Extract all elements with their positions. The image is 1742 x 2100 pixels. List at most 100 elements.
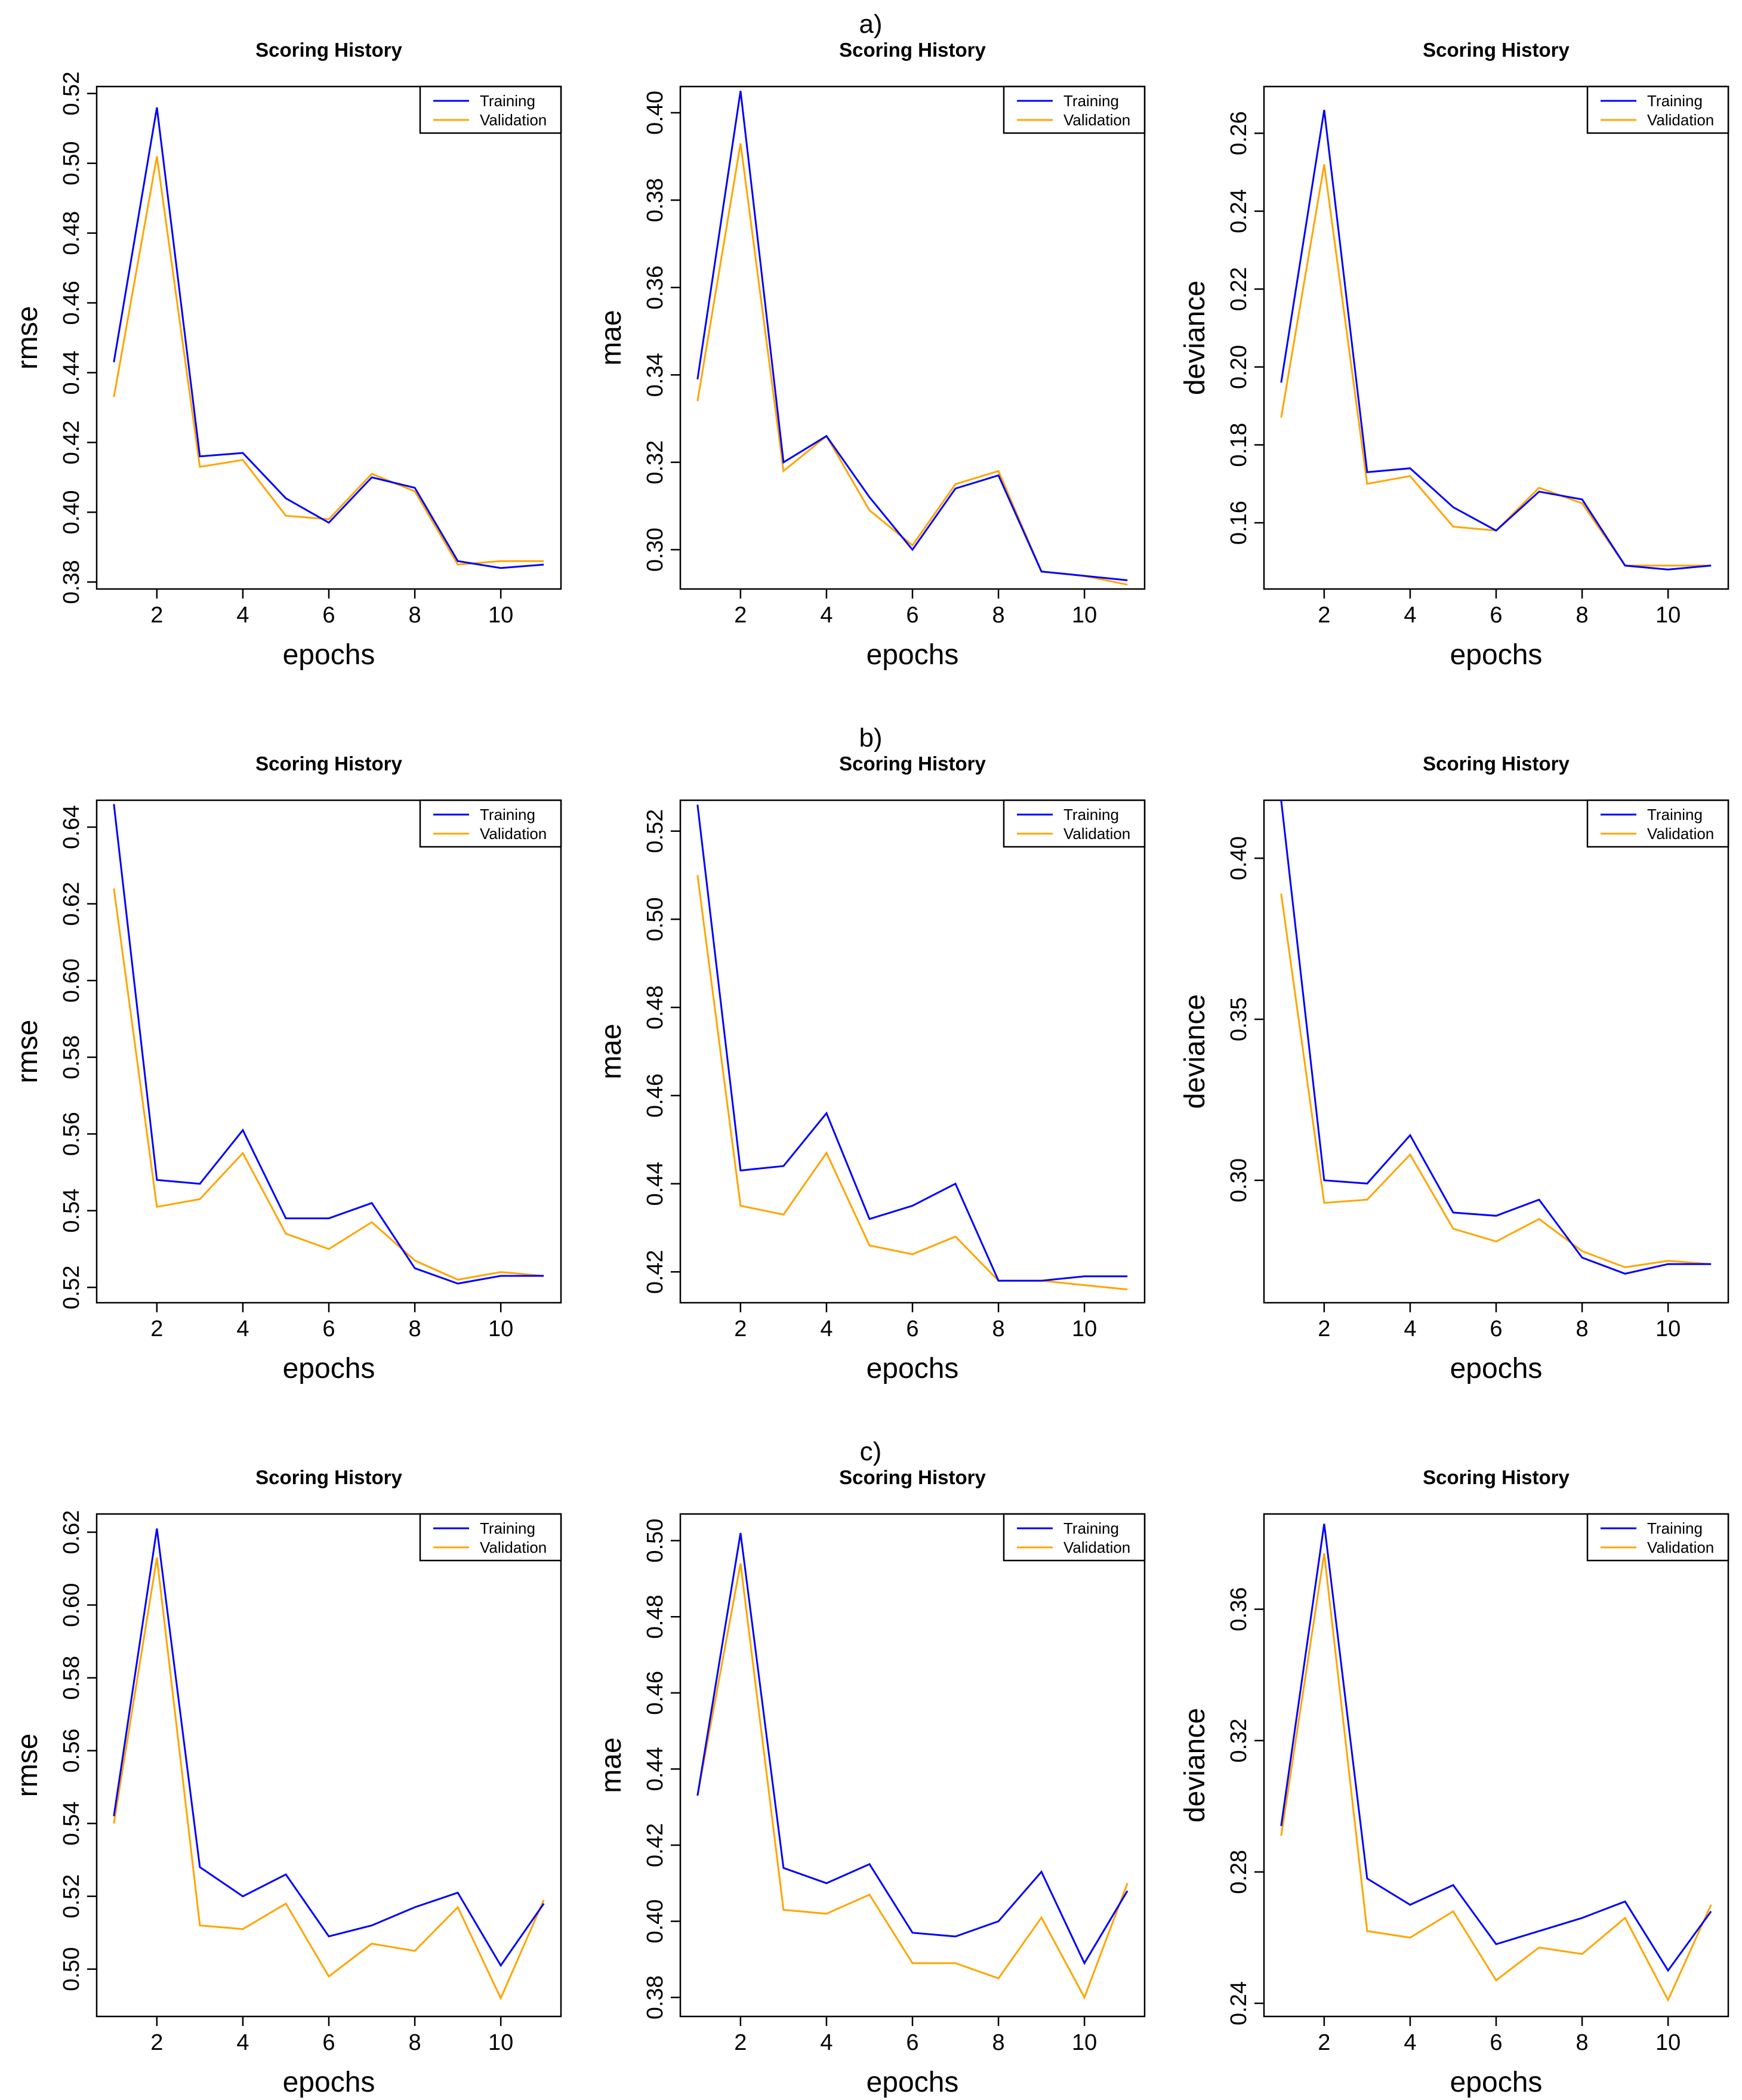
y-tick-label: 0.54 <box>59 1802 84 1846</box>
x-tick-label: 6 <box>1490 603 1502 628</box>
x-tick-label: 4 <box>236 603 249 628</box>
x-axis-label: epochs <box>867 639 959 671</box>
series-line-validation <box>696 1563 1129 2000</box>
x-tick-label: 10 <box>488 2030 513 2055</box>
x-tick-label: 2 <box>1318 2030 1330 2055</box>
x-tick-label: 8 <box>409 2030 421 2055</box>
chart-title: Scoring History <box>1423 753 1570 775</box>
plot-frame <box>95 85 562 590</box>
legend <box>1586 1513 1729 1562</box>
chart-panel-2: Scoring History 2 4 6 8 10 0.30 0.32 0.34 0.36 0.3… <box>596 39 1146 671</box>
series-line-validation <box>113 156 544 566</box>
x-axis-label: epochs <box>283 1353 375 1384</box>
legend <box>1003 85 1146 134</box>
y-tick-label: 0.50 <box>643 1519 668 1563</box>
y-tick-label: 0.30 <box>1226 1158 1251 1202</box>
chart-panel-4: Scoring History 2 4 6 8 10 0.52 0.54 0.56 0.58 0.6… <box>12 753 562 1384</box>
x-tick-label: 2 <box>1318 1316 1330 1342</box>
y-axis-label: deviance <box>1179 280 1211 395</box>
y-tick-label: 0.40 <box>59 490 84 534</box>
y-axis-label: mae <box>596 310 627 365</box>
y-tick-label: 0.36 <box>643 266 668 310</box>
legend <box>1586 85 1729 134</box>
series-line-validation <box>1280 164 1712 567</box>
x-tick-label: 4 <box>236 2030 249 2055</box>
y-tick-label: 0.40 <box>643 91 668 135</box>
x-axis-label: epochs <box>283 639 375 671</box>
x-tick-label: 4 <box>236 1316 249 1342</box>
y-tick-label: 0.32 <box>1226 1719 1251 1763</box>
chart-panel-6: Scoring History 2 4 6 8 10 0.30 0.35 0.40 epochs d… <box>1179 753 1729 1384</box>
y-tick-label: 0.26 <box>1226 111 1251 155</box>
plot-frame <box>95 799 562 1304</box>
y-tick-label: 0.16 <box>1226 501 1251 545</box>
chart-panel-1: Scoring History 2 4 6 8 10 0.38 0.40 0.42 0.44 0.4… <box>12 39 562 671</box>
chart-panel-8: Scoring History 2 4 6 8 10 0.38 0.40 0.42 0.44 0.4… <box>596 1466 1146 2098</box>
series-line-training <box>1280 1524 1712 1972</box>
x-tick-label: 10 <box>488 1316 513 1342</box>
x-tick-label: 10 <box>1072 603 1097 628</box>
x-tick-label: 10 <box>1072 2030 1097 2055</box>
x-tick-label: 10 <box>1072 1316 1097 1342</box>
x-tick-label: 8 <box>1576 603 1589 628</box>
y-tick-label: 0.24 <box>1226 1981 1251 2025</box>
y-tick-label: 0.42 <box>643 1823 668 1867</box>
legend-label-training: Training <box>480 1519 535 1537</box>
x-tick-label: 8 <box>409 1316 421 1342</box>
x-tick-label: 2 <box>150 1316 163 1342</box>
series-line-validation <box>1280 893 1712 1269</box>
y-axis-label: mae <box>596 1737 627 1793</box>
legend <box>419 1513 562 1562</box>
y-tick-label: 0.36 <box>1226 1587 1251 1632</box>
x-tick-label: 8 <box>1576 1316 1589 1342</box>
plot-frame <box>1263 85 1729 590</box>
y-tick-label: 0.40 <box>1226 836 1251 880</box>
y-tick-label: 0.32 <box>643 440 668 485</box>
legend <box>419 85 562 134</box>
x-tick-label: 2 <box>1318 603 1330 628</box>
x-tick-label: 8 <box>992 603 1005 628</box>
chart-title: Scoring History <box>255 753 402 775</box>
y-tick-label: 0.62 <box>59 882 84 926</box>
y-tick-label: 0.58 <box>59 1656 84 1700</box>
y-tick-label: 0.18 <box>1226 423 1251 467</box>
x-tick-label: 2 <box>150 2030 163 2055</box>
y-tick-label: 0.34 <box>643 353 668 397</box>
legend-label-validation: Validation <box>480 825 547 843</box>
x-tick-label: 8 <box>992 1316 1005 1342</box>
chart-title: Scoring History <box>839 753 986 775</box>
legend-label-training: Training <box>1063 92 1119 110</box>
plot-frame <box>679 799 1146 1304</box>
x-tick-label: 6 <box>1490 1316 1502 1342</box>
y-tick-label: 0.20 <box>1226 345 1251 389</box>
y-tick-label: 0.44 <box>643 1162 668 1206</box>
x-axis-label: epochs <box>1450 639 1543 671</box>
x-tick-label: 4 <box>820 1316 833 1342</box>
x-tick-label: 4 <box>1404 2030 1416 2055</box>
y-tick-label: 0.48 <box>643 1595 668 1639</box>
x-tick-label: 10 <box>1655 1316 1681 1342</box>
chart-title: Scoring History <box>1423 39 1570 61</box>
legend <box>1003 799 1146 848</box>
series-line-training <box>1280 109 1712 571</box>
y-tick-label: 0.38 <box>59 560 84 604</box>
panel-label: c) <box>860 1437 882 1466</box>
y-tick-label: 0.52 <box>643 809 668 853</box>
y-tick-label: 0.46 <box>643 1074 668 1118</box>
legend <box>419 799 562 848</box>
chart-title: Scoring History <box>839 1466 986 1488</box>
chart-title: Scoring History <box>255 1466 402 1488</box>
x-tick-label: 6 <box>906 603 918 628</box>
y-tick-label: 0.46 <box>643 1671 668 1715</box>
legend-label-validation: Validation <box>480 111 547 129</box>
y-tick-label: 0.50 <box>643 897 668 941</box>
x-tick-label: 6 <box>906 2030 918 2055</box>
x-tick-label: 4 <box>820 2030 833 2055</box>
x-tick-label: 10 <box>1655 2030 1681 2055</box>
chart-panel-7: Scoring History 2 4 6 8 10 0.50 0.52 0.54 0.56 0.5… <box>12 1466 562 2098</box>
series-line-validation <box>113 888 544 1281</box>
y-tick-label: 0.44 <box>59 350 84 394</box>
y-tick-label: 0.60 <box>59 958 84 1003</box>
y-axis-label: rmse <box>12 306 44 370</box>
plot-frame <box>679 85 1146 590</box>
